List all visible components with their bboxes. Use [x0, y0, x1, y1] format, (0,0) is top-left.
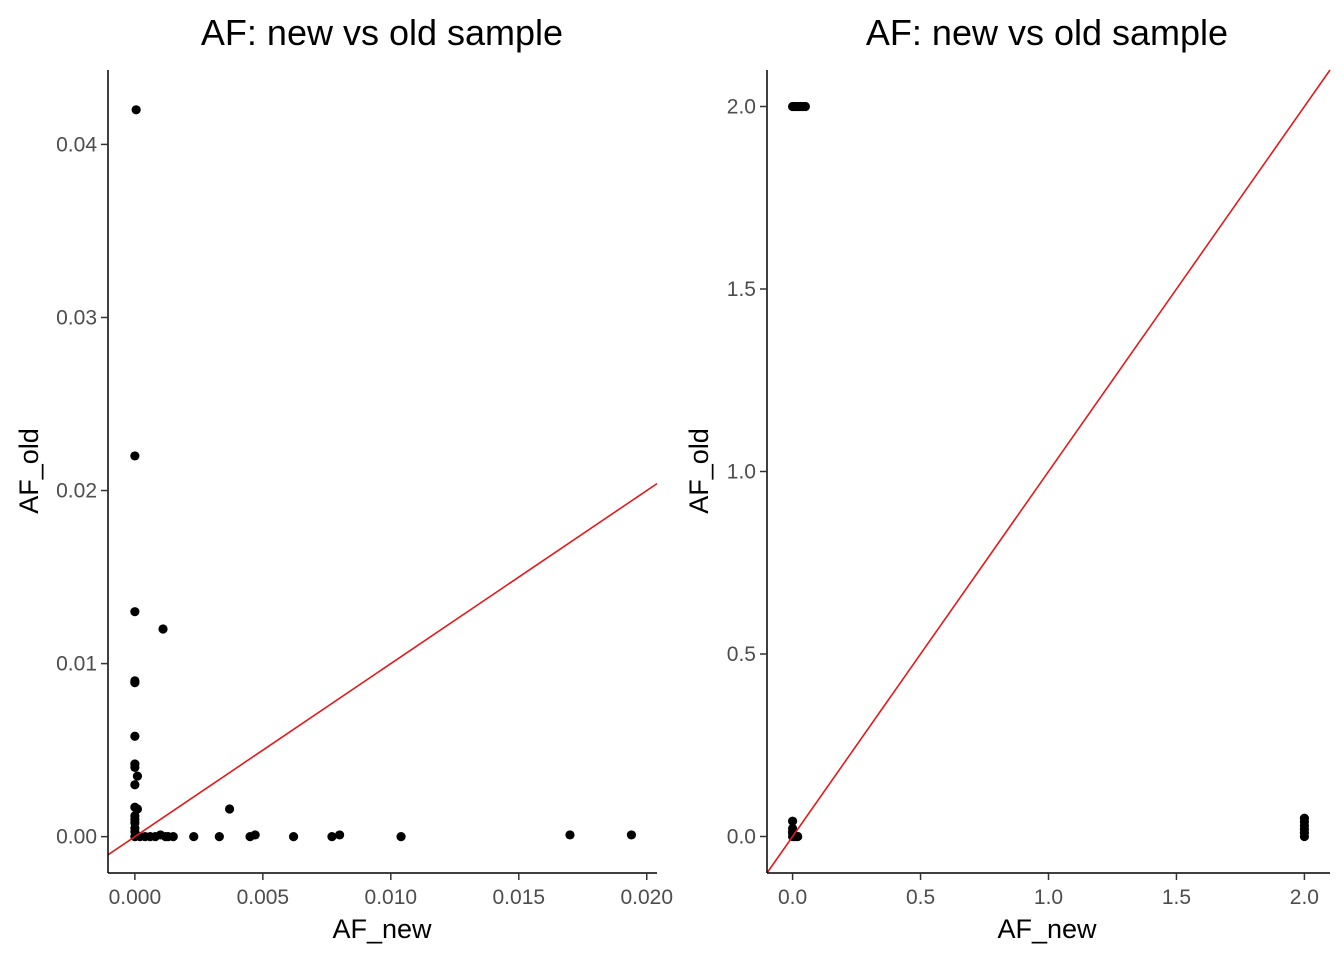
right-y-tick-label: 0.5 — [727, 643, 756, 666]
left-data-point — [130, 780, 140, 790]
left-data-point — [288, 832, 299, 842]
right-plot-marks — [766, 69, 1331, 874]
left-x-tick-label: 0.020 — [620, 886, 673, 909]
left-data-point — [335, 830, 345, 840]
right-axis-ticks: 0.0 0.5 1.0 1.5 2.0 0.0 0.5 1.0 1.5 2.0 — [727, 96, 1319, 910]
left-reference-line — [107, 482, 658, 856]
left-data-point — [130, 678, 140, 688]
right-x-axis-title: AF_new — [997, 914, 1097, 944]
right-x-tick-label: 0.5 — [906, 886, 935, 909]
left-data-point — [214, 832, 224, 842]
left-plot-marks — [107, 105, 658, 856]
left-data-point — [396, 832, 406, 842]
left-data-point — [130, 731, 140, 741]
left-data-point — [130, 451, 140, 461]
right-y-tick-label: 1.0 — [727, 461, 756, 484]
right-data-point — [1299, 813, 1310, 823]
right-x-tick-label: 1.0 — [1034, 886, 1063, 909]
right-x-tick-label: 1.5 — [1162, 886, 1191, 909]
left-data-point — [224, 804, 235, 814]
left-y-axis-title: AF_old — [14, 428, 44, 514]
right-y-tick-label: 0.0 — [727, 826, 756, 849]
left-data-point — [130, 607, 140, 617]
right-reference-line — [766, 69, 1331, 874]
left-chart-title: AF: new vs old sample — [201, 12, 563, 53]
right-x-tick-label: 0.0 — [778, 886, 807, 909]
left-x-axis-title: AF_new — [332, 914, 432, 944]
right-x-tick-label: 2.0 — [1290, 886, 1319, 909]
left-data-point — [130, 762, 140, 773]
right-chart-title: AF: new vs old sample — [866, 12, 1228, 53]
left-data-point — [168, 832, 178, 842]
left-data-point — [565, 830, 575, 840]
left-x-tick-label: 0.010 — [365, 886, 418, 909]
left-data-point — [250, 830, 260, 840]
left-data-point — [132, 804, 143, 814]
left-data-point — [327, 832, 337, 842]
left-x-tick-label: 0.005 — [237, 886, 290, 909]
left-x-tick-label: 0.000 — [109, 886, 162, 909]
left-y-tick-label: 0.03 — [56, 306, 97, 329]
left-y-tick-label: 0.01 — [56, 653, 97, 676]
right-data-point — [793, 831, 803, 842]
left-data-point — [189, 832, 199, 842]
left-axis-ticks: 0.000 0.005 0.010 0.015 0.020 0.00 0.01 0.02 0.0… — [56, 133, 673, 909]
left-data-point — [158, 624, 168, 634]
left-y-tick-label: 0.04 — [56, 133, 97, 156]
right-y-axis-title: AF_old — [684, 428, 714, 514]
right-scatter-panel: AF: new vs old sample 0.0 0.5 1.0 1.5 2.00.0… — [684, 12, 1331, 944]
right-data-point — [787, 816, 798, 826]
left-y-tick-label: 0.02 — [56, 480, 97, 503]
right-data-point — [800, 101, 810, 112]
left-data-point — [131, 105, 141, 115]
right-y-tick-label: 2.0 — [727, 96, 756, 119]
left-scatter-panel: AF: new vs old sample 0.000 0.005 0.010 0.0… — [14, 12, 673, 944]
left-y-tick-label: 0.00 — [56, 826, 97, 849]
left-x-tick-label: 0.015 — [493, 886, 546, 909]
left-data-point — [626, 830, 637, 840]
right-y-tick-label: 1.5 — [727, 278, 756, 301]
left-data-point — [132, 771, 143, 781]
